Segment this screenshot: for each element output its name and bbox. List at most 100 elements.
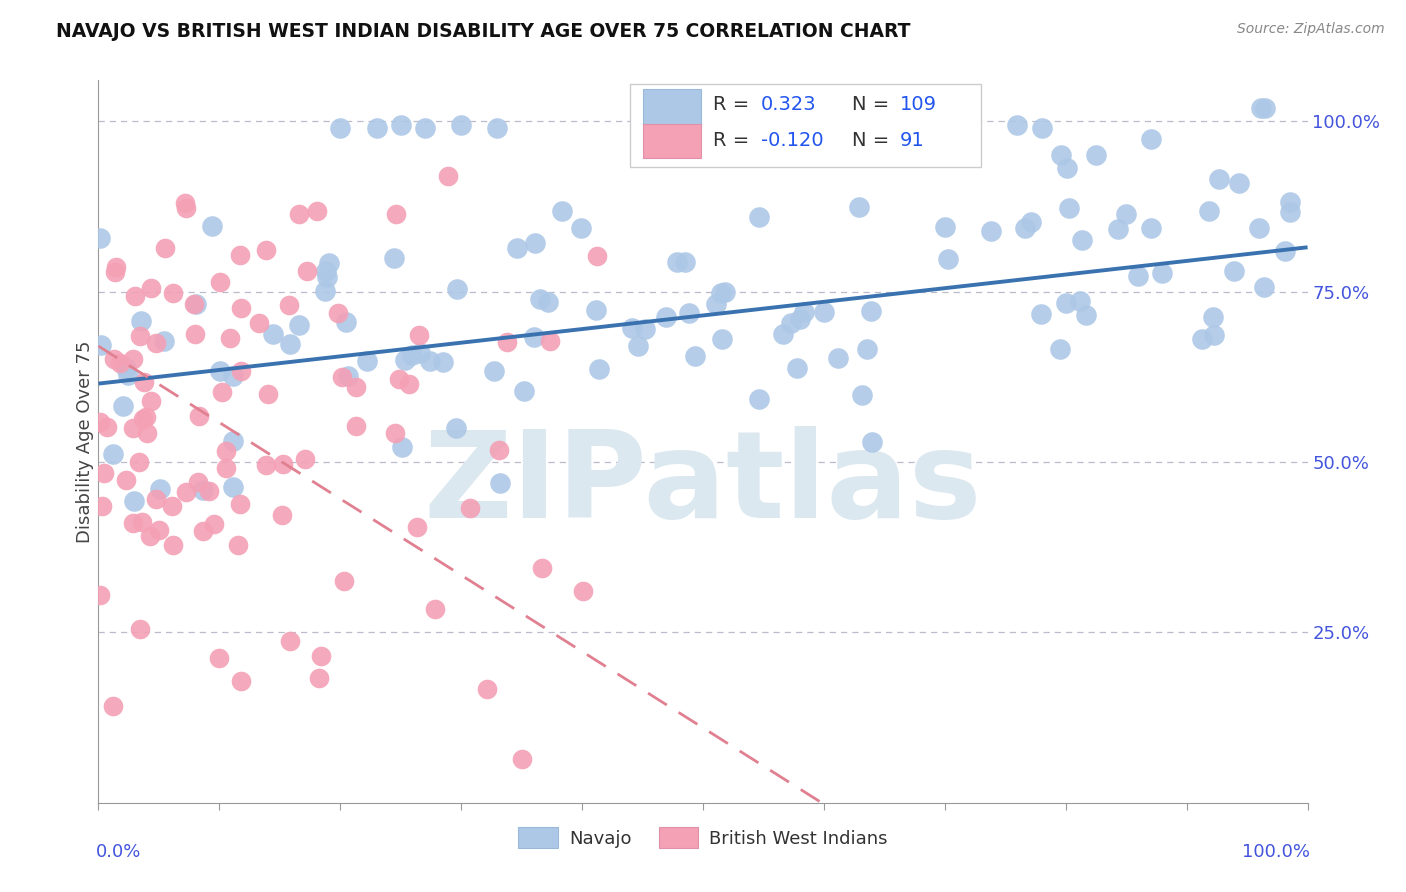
Point <box>152 334 174 348</box>
Point <box>121 352 143 367</box>
Point <box>851 387 873 401</box>
Point <box>229 248 252 262</box>
Point <box>588 361 610 376</box>
Text: 0.323: 0.323 <box>761 95 817 113</box>
Point <box>122 516 145 531</box>
Point <box>174 201 197 215</box>
Point <box>1014 221 1036 235</box>
Point <box>153 241 176 255</box>
Point <box>222 434 245 448</box>
Point <box>115 360 138 375</box>
Point <box>1049 342 1071 356</box>
Point <box>89 415 111 429</box>
Point <box>437 169 460 183</box>
Point <box>1107 221 1129 235</box>
Point <box>162 286 184 301</box>
Point <box>201 219 224 233</box>
Point <box>772 326 794 341</box>
Point <box>827 351 849 365</box>
Point <box>1152 266 1174 280</box>
Point <box>388 372 411 386</box>
Point <box>793 304 815 318</box>
Point <box>1071 234 1094 248</box>
Point <box>105 260 128 274</box>
Point <box>254 458 277 473</box>
Point <box>254 243 277 257</box>
Point <box>1115 207 1137 221</box>
Point <box>162 538 184 552</box>
Text: 0.0%: 0.0% <box>96 843 142 861</box>
Point <box>160 499 183 513</box>
Point <box>1279 194 1302 209</box>
Text: R =: R = <box>713 95 755 113</box>
Point <box>305 204 328 219</box>
Point <box>394 353 416 368</box>
Point <box>356 354 378 368</box>
Point <box>1019 215 1042 229</box>
Point <box>524 236 547 251</box>
Point <box>191 524 214 539</box>
Point <box>96 420 118 434</box>
Point <box>229 497 252 511</box>
Point <box>475 681 498 696</box>
Point <box>329 120 352 135</box>
Point <box>131 314 153 328</box>
Point <box>136 426 159 441</box>
Point <box>1254 101 1277 115</box>
Point <box>344 380 367 394</box>
Point <box>408 327 430 342</box>
Point <box>141 394 163 409</box>
Point <box>406 520 429 534</box>
Point <box>538 334 561 349</box>
Point <box>855 342 877 356</box>
Point <box>748 211 770 225</box>
Point <box>89 589 111 603</box>
Point <box>1126 268 1149 283</box>
Point <box>512 752 534 766</box>
Point <box>114 473 136 487</box>
Point <box>103 698 125 713</box>
Point <box>128 455 150 469</box>
Point <box>704 297 727 311</box>
Point <box>529 292 551 306</box>
Point <box>215 443 238 458</box>
Point <box>1054 296 1077 310</box>
Point <box>121 421 143 435</box>
Point <box>1201 310 1223 324</box>
Text: N =: N = <box>852 95 896 113</box>
Point <box>748 392 770 406</box>
Point <box>569 221 592 235</box>
FancyBboxPatch shape <box>630 84 981 167</box>
Point <box>1227 177 1250 191</box>
Point <box>128 622 150 636</box>
Point <box>103 446 125 460</box>
Point <box>257 387 280 401</box>
Point <box>419 354 441 368</box>
Point <box>1074 308 1097 322</box>
Legend: Navajo, British West Indians: Navajo, British West Indians <box>512 820 894 855</box>
Point <box>1031 120 1053 135</box>
Point <box>634 322 657 336</box>
Point <box>860 434 883 449</box>
Point <box>187 475 209 489</box>
Point <box>572 584 595 599</box>
Point <box>813 305 835 319</box>
Point <box>287 318 309 333</box>
Point <box>786 360 808 375</box>
Point <box>208 275 231 289</box>
Point <box>231 364 253 378</box>
Point <box>423 601 446 615</box>
Point <box>183 296 205 310</box>
Point <box>389 118 412 132</box>
Point <box>145 336 167 351</box>
Point <box>131 515 153 529</box>
Point <box>112 399 135 413</box>
Point <box>132 376 155 390</box>
Point <box>1278 205 1301 219</box>
Point <box>184 327 207 342</box>
Point <box>1029 307 1052 321</box>
Point <box>1191 332 1213 346</box>
Point <box>1056 161 1078 175</box>
Point <box>385 206 408 220</box>
Point <box>1069 294 1091 309</box>
